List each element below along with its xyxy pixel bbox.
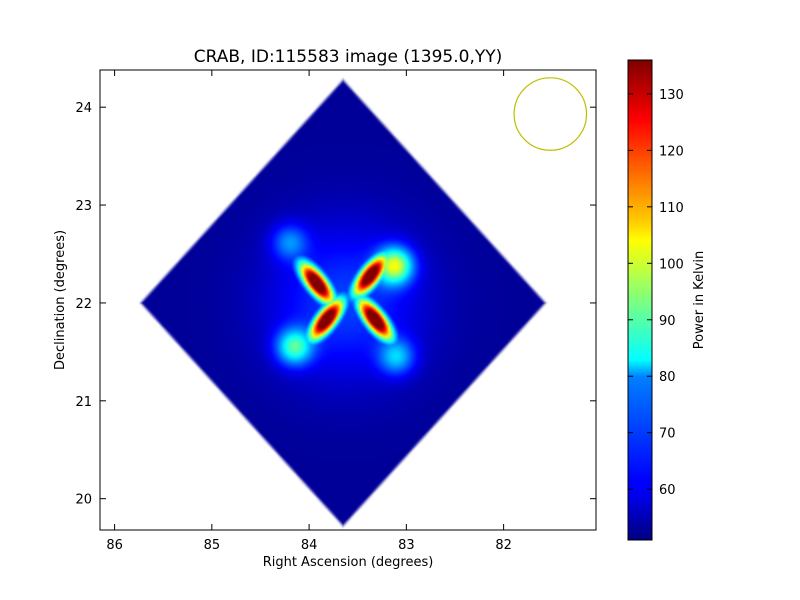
colorbar-tick-label: 120 bbox=[659, 144, 684, 159]
colorbar: 60 70 80 90 100 110 120 130 Power in Kelvin bbox=[627, 59, 707, 541]
colorbar-tick-label: 80 bbox=[659, 370, 676, 385]
chart-title: CRAB, ID:115583 image (1395.0,YY) bbox=[194, 47, 503, 67]
colorbar-tick-label: 70 bbox=[659, 427, 676, 442]
x-axis-label: Right Ascension (degrees) bbox=[263, 555, 434, 570]
y-tick-label: 21 bbox=[75, 395, 92, 410]
colorbar-tick-label: 60 bbox=[659, 483, 676, 498]
colorbar-tick-label: 130 bbox=[659, 88, 684, 103]
x-tick-label: 83 bbox=[398, 538, 415, 553]
y-tick-label: 23 bbox=[75, 199, 92, 214]
y-tick-label: 20 bbox=[75, 493, 92, 508]
colorbar-tick-label: 90 bbox=[659, 314, 676, 329]
y-axis-ticks: 20 21 22 23 24 bbox=[75, 101, 596, 508]
plot-frame bbox=[99, 69, 597, 531]
colorbar-ticks: 60 70 80 90 100 110 120 130 bbox=[628, 88, 684, 498]
x-tick-label: 86 bbox=[106, 538, 123, 553]
colorbar-tick-label: 110 bbox=[659, 201, 684, 216]
x-tick-label: 82 bbox=[495, 538, 512, 553]
y-tick-label: 24 bbox=[75, 101, 92, 116]
beam-ellipse bbox=[513, 77, 588, 151]
x-tick-label: 85 bbox=[204, 538, 221, 553]
colorbar-frame bbox=[627, 59, 653, 541]
y-axis-label: Declination (degrees) bbox=[53, 230, 68, 370]
plot-area: 86 85 84 83 82 20 21 22 23 24 bbox=[75, 69, 597, 553]
x-axis-ticks: 86 85 84 83 82 bbox=[106, 70, 512, 553]
colorbar-gradient bbox=[628, 60, 652, 540]
colorbar-label: Power in Kelvin bbox=[692, 251, 707, 349]
heatmap-image bbox=[100, 70, 596, 530]
colorbar-tick-label: 100 bbox=[659, 257, 684, 272]
x-tick-label: 84 bbox=[301, 538, 318, 553]
y-tick-label: 22 bbox=[75, 297, 92, 312]
